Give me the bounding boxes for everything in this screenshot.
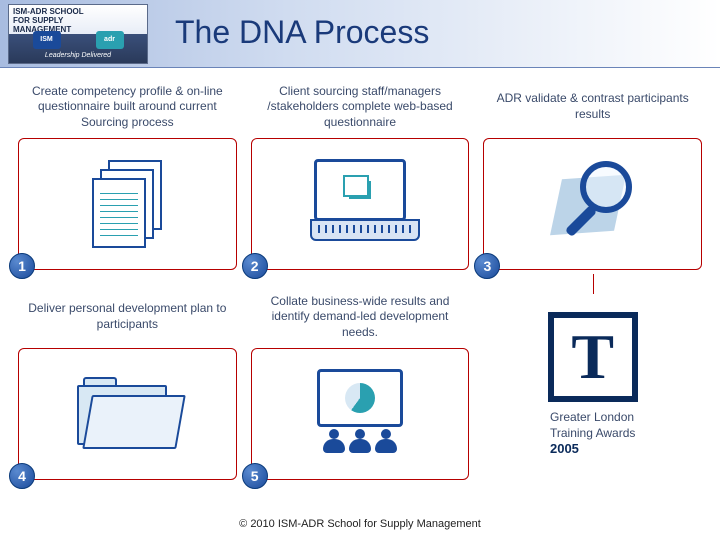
- step-4-text: Deliver personal development plan to par…: [18, 290, 237, 344]
- computer-icon: [310, 159, 410, 249]
- step-5-text: Collate business-wide results and identi…: [251, 290, 470, 344]
- step-2-number: 2: [242, 253, 268, 279]
- ism-badge-icon: ISM: [33, 31, 61, 49]
- copyright-text: © 2010 ISM-ADR School for Supply Managem…: [0, 518, 720, 530]
- step-3: ADR validate & contrast participants res…: [483, 80, 702, 270]
- step-1-number: 1: [9, 253, 35, 279]
- step-5-box: 5: [251, 348, 470, 480]
- award-text: Greater London Training Awards 2005: [550, 410, 635, 458]
- process-diagram: Create competency profile & on-line ques…: [18, 80, 702, 490]
- logo-tagline: Leadership Delivered: [13, 52, 143, 60]
- header-band: ISM-ADR SCHOOL FOR SUPPLY MANAGEMENT ISM…: [0, 0, 720, 68]
- documents-icon: [92, 160, 162, 248]
- step-4: Deliver personal development plan to par…: [18, 290, 237, 480]
- page-title: The DNA Process: [175, 14, 429, 51]
- step-5: Collate business-wide results and identi…: [251, 290, 470, 480]
- magnifier-icon: [548, 159, 638, 249]
- award-block: T Greater London Training Awards 2005: [483, 290, 702, 480]
- step-3-text: ADR validate & contrast participants res…: [483, 80, 702, 134]
- presentation-icon: [308, 369, 412, 459]
- award-year: 2005: [550, 441, 635, 458]
- step-4-box: 4: [18, 348, 237, 480]
- step-1-text: Create competency profile & on-line ques…: [18, 80, 237, 134]
- step-2-text: Client sourcing staff/managers /stakehol…: [251, 80, 470, 134]
- step-1: Create competency profile & on-line ques…: [18, 80, 237, 270]
- step-2: Client sourcing staff/managers /stakehol…: [251, 80, 470, 270]
- step-2-box: 2: [251, 138, 470, 270]
- adr-badge-icon: adr: [96, 31, 124, 49]
- step-4-number: 4: [9, 463, 35, 489]
- award-logo-icon: T: [548, 312, 638, 402]
- step-3-box: 3: [483, 138, 702, 270]
- step-3-number: 3: [474, 253, 500, 279]
- award-name-line1: Greater London: [550, 410, 635, 426]
- diagram-row-2: Deliver personal development plan to par…: [18, 290, 702, 480]
- folder-icon: [77, 377, 177, 451]
- logo-badges: ISM adr: [9, 31, 147, 49]
- org-logo: ISM-ADR SCHOOL FOR SUPPLY MANAGEMENT ISM…: [8, 4, 148, 64]
- step-1-box: 1: [18, 138, 237, 270]
- diagram-row-1: Create competency profile & on-line ques…: [18, 80, 702, 270]
- step-5-number: 5: [242, 463, 268, 489]
- award-name-line2: Training Awards: [550, 426, 635, 442]
